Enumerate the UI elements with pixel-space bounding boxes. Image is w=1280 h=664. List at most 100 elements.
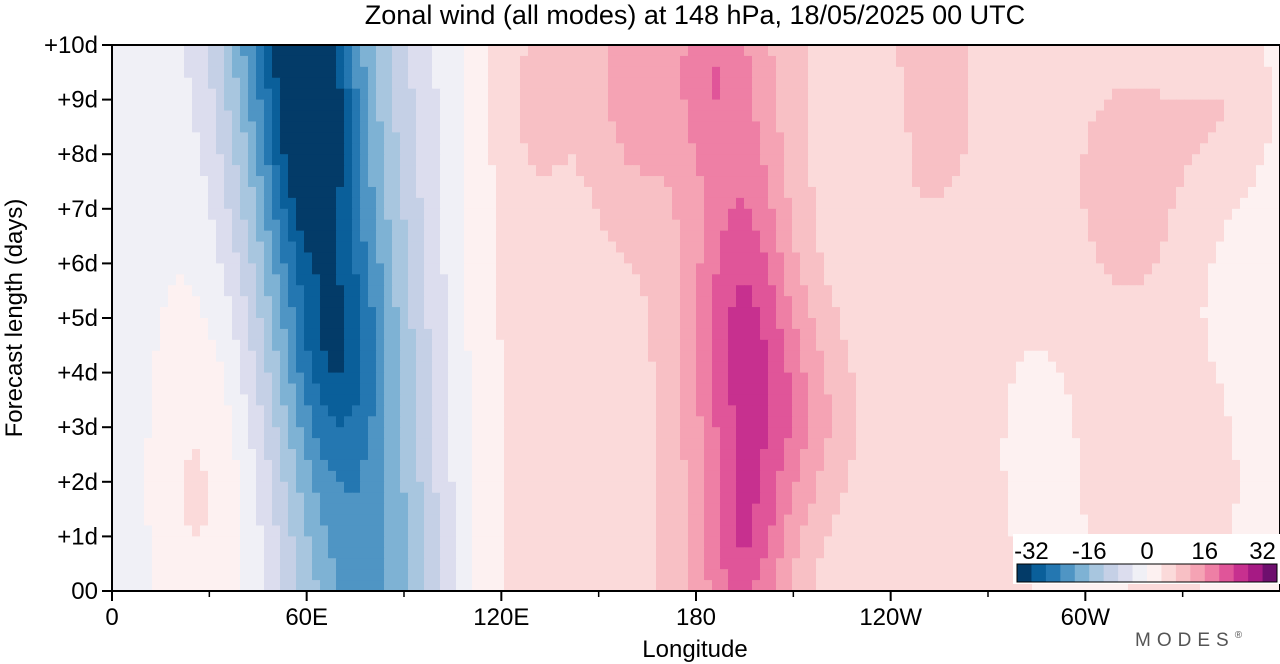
- field-cell: [472, 66, 481, 79]
- field-cell: [776, 143, 785, 155]
- field-cell: [224, 143, 233, 155]
- field-cell: [664, 121, 673, 133]
- field-cell: [632, 154, 641, 166]
- field-cell: [192, 99, 201, 112]
- field-cell: [472, 208, 481, 221]
- field-cell: [432, 55, 441, 68]
- field-cell: [1064, 318, 1073, 330]
- field-cell: [944, 219, 953, 232]
- field-cell: [256, 361, 265, 374]
- field-cell: [1128, 176, 1137, 188]
- field-cell: [632, 241, 641, 254]
- field-cell: [552, 285, 561, 297]
- field-cell: [1032, 405, 1041, 417]
- field-cell: [832, 219, 841, 232]
- field-cell: [1216, 110, 1225, 123]
- field-cell: [1216, 263, 1225, 275]
- field-cell: [168, 143, 177, 155]
- field-cell: [928, 328, 937, 341]
- field-cell: [1088, 176, 1097, 188]
- field-cell: [856, 45, 865, 57]
- field-cell: [592, 197, 601, 210]
- field-cell: [896, 328, 905, 341]
- field-cell: [440, 361, 449, 374]
- field-cell: [976, 197, 985, 210]
- field-cell: [1208, 110, 1217, 123]
- field-cell: [464, 274, 473, 286]
- field-cell: [144, 372, 153, 385]
- field-cell: [944, 197, 953, 210]
- field-cell: [424, 328, 433, 341]
- field-cell: [520, 132, 529, 144]
- field-cell: [1024, 110, 1033, 123]
- field-cell: [912, 197, 921, 210]
- field-cell: [968, 154, 977, 166]
- field-cell: [1184, 307, 1193, 319]
- field-cell: [640, 307, 649, 319]
- field-cell: [856, 307, 865, 319]
- field-cell: [1176, 110, 1185, 123]
- field-cell: [208, 208, 217, 221]
- field-cell: [880, 154, 889, 166]
- field-cell: [408, 405, 417, 417]
- field-cell: [952, 361, 961, 374]
- field-cell: [248, 328, 257, 341]
- field-cell: [176, 318, 185, 330]
- field-cell: [1200, 165, 1209, 177]
- field-cell: [360, 45, 369, 57]
- field-cell: [672, 394, 681, 406]
- field-cell: [880, 66, 889, 79]
- field-cell: [472, 99, 481, 112]
- field-cell: [768, 328, 777, 341]
- field-cell: [1128, 241, 1137, 254]
- field-cell: [368, 241, 377, 254]
- field-cell: [776, 328, 785, 341]
- field-cell: [1008, 339, 1017, 352]
- field-cell: [928, 252, 937, 264]
- field-cell: [912, 208, 921, 221]
- field-cell: [1040, 285, 1049, 297]
- field-cell: [216, 383, 225, 396]
- field-cell: [784, 88, 793, 101]
- field-cell: [264, 45, 273, 57]
- field-cell: [936, 77, 945, 90]
- field-cell: [1144, 77, 1153, 90]
- field-cell: [1176, 121, 1185, 133]
- field-cell: [464, 208, 473, 221]
- field-cell: [408, 165, 417, 177]
- field-cell: [864, 45, 873, 57]
- field-cell: [1136, 132, 1145, 144]
- field-cell: [1096, 99, 1105, 112]
- field-cell: [872, 296, 881, 308]
- field-cell: [920, 45, 929, 57]
- field-cell: [944, 143, 953, 155]
- field-cell: [992, 252, 1001, 264]
- field-cell: [464, 45, 473, 57]
- field-cell: [808, 154, 817, 166]
- field-cell: [632, 55, 641, 68]
- field-cell: [1048, 88, 1057, 101]
- field-cell: [272, 307, 281, 319]
- field-cell: [696, 339, 705, 352]
- field-cell: [992, 77, 1001, 90]
- field-cell: [888, 143, 897, 155]
- field-cell: [240, 230, 249, 243]
- field-cell: [1176, 45, 1185, 57]
- field-cell: [272, 252, 281, 264]
- field-cell: [384, 263, 393, 275]
- field-cell: [592, 307, 601, 319]
- field-cell: [400, 394, 409, 406]
- field-cell: [480, 361, 489, 374]
- field-cell: [368, 307, 377, 319]
- field-cell: [760, 372, 769, 385]
- field-cell: [888, 77, 897, 90]
- field-cell: [1040, 165, 1049, 177]
- field-cell: [1160, 252, 1169, 264]
- field-cell: [1032, 121, 1041, 133]
- field-cell: [632, 372, 641, 385]
- field-cell: [200, 328, 209, 341]
- field-cell: [880, 186, 889, 199]
- field-cell: [856, 328, 865, 341]
- field-cell: [1056, 186, 1065, 199]
- field-cell: [152, 121, 161, 133]
